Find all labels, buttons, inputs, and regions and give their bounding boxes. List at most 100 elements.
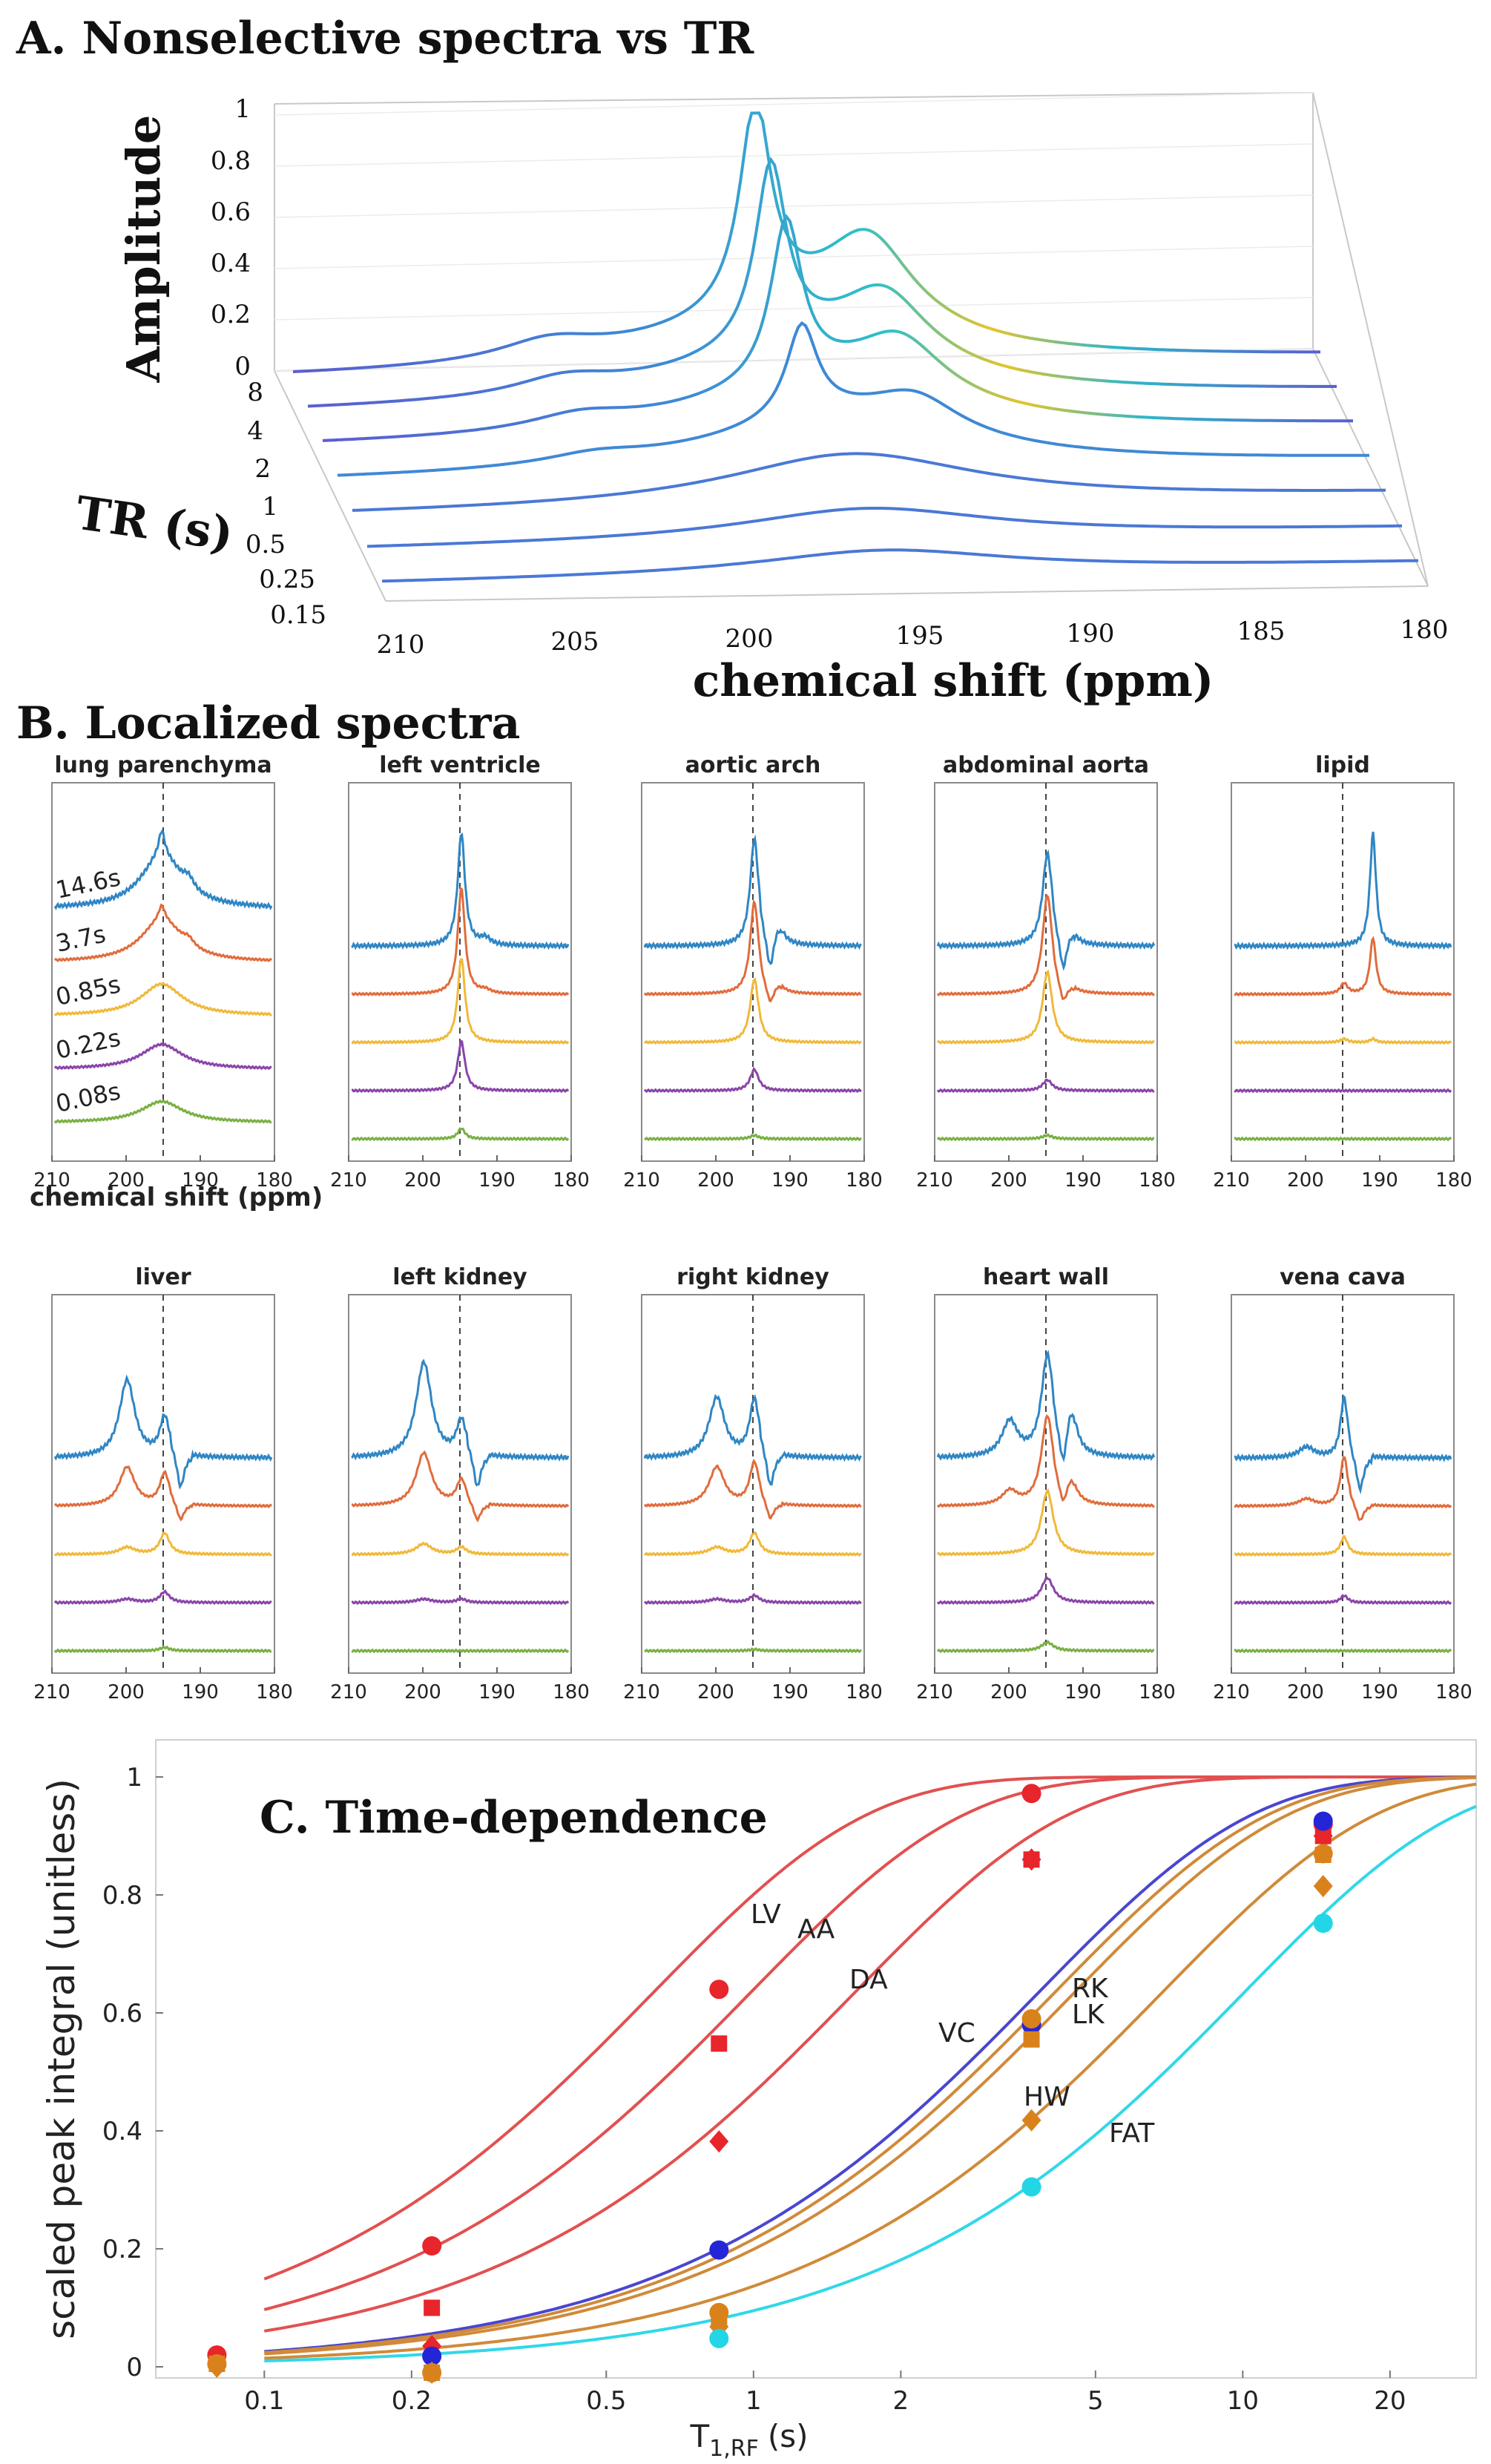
- gridline: [274, 194, 1314, 218]
- point-DA: [1021, 1848, 1041, 1871]
- subplot-left-kidney: left kidney 210 200 190 180: [330, 1264, 590, 1704]
- tick-label: 180: [1139, 1681, 1176, 1704]
- spectrum-3.7s: [643, 1459, 862, 1520]
- subplot-title: right kidney: [677, 1264, 829, 1290]
- x-tick-label: 10: [1227, 2386, 1259, 2416]
- tr-tick: 4: [247, 416, 263, 446]
- spectrum-14.6s: [643, 834, 862, 966]
- spectrum-3.7s: [351, 886, 570, 997]
- tick-label: 200: [990, 1681, 1027, 1704]
- tick-label: 210: [1213, 1681, 1250, 1704]
- panel-c-ticks: 0.1 0.2 0.5 1 2 5 10 20 0 0.2 0.4 0.6 0.8 1: [102, 1763, 1406, 2416]
- tick-label: 210: [330, 1169, 367, 1192]
- panel-c-axes-box: [155, 1739, 1477, 2379]
- subplot-title: liver: [135, 1264, 191, 1290]
- fit-curve-LK: [264, 1776, 1477, 2356]
- panel-a-3d-frame: [274, 92, 1429, 602]
- panel-a-shift-label: chemical shift (ppm): [693, 655, 1214, 707]
- subplot-aortic-arch: aortic arch 210 200 190 180: [623, 752, 883, 1192]
- spectrum-0.85s: [936, 1488, 1155, 1557]
- gridline: [274, 348, 1314, 372]
- tick-label: 210: [33, 1681, 70, 1704]
- spectrum-0.85s: [53, 1531, 272, 1557]
- point-LV: [709, 1980, 729, 2000]
- xlabel-main: T: [689, 2418, 709, 2454]
- tick-label: 190: [1361, 1169, 1398, 1192]
- spectrum-0.22s: [351, 1039, 570, 1094]
- point-FAT: [1313, 1913, 1333, 1934]
- tick-label: 200: [990, 1169, 1027, 1192]
- spectrum-0.85s: [643, 1531, 862, 1557]
- amp-tick: 0: [234, 352, 251, 381]
- spectrum-0.85s: [352, 958, 570, 1045]
- point-VC: [422, 2346, 442, 2366]
- tick-label: 200: [108, 1681, 145, 1704]
- spectrum-0.22s: [53, 1042, 272, 1071]
- amp-tick: 1: [234, 94, 251, 124]
- panel-a-amplitude-label: Amplitude: [116, 115, 171, 384]
- point-HW: [207, 2356, 227, 2378]
- tick-label: 200: [108, 1169, 145, 1192]
- point-FAT: [1021, 2177, 1041, 2197]
- ridge-spectrum-tr-1: [337, 321, 1370, 477]
- spectrum-0.22s: [351, 1597, 570, 1606]
- tick-label: 200: [404, 1681, 441, 1704]
- amp-tick: 0.4: [211, 249, 251, 278]
- tick-label: 190: [182, 1681, 219, 1704]
- amp-tick: 0.8: [211, 146, 251, 176]
- point-AA: [711, 2035, 728, 2052]
- spectrum-0.22s: [643, 1592, 862, 1606]
- tick-label: 180: [1139, 1169, 1176, 1192]
- spectrum-0.22s: [936, 1576, 1155, 1606]
- spectrum-0.85s: [643, 976, 862, 1045]
- spectrum-3.7s: [936, 893, 1155, 1000]
- panel-b-xlabel: chemical shift (ppm): [30, 1183, 323, 1212]
- subplot-title: abdominal aorta: [943, 752, 1149, 778]
- spectrum-0.22s: [936, 1078, 1155, 1094]
- tick-label: 180: [1435, 1681, 1472, 1704]
- spectrum-0.85s: [936, 969, 1155, 1045]
- fit-curve-HW: [264, 1782, 1477, 2360]
- xlabel-subscript: 1,RF: [709, 2436, 759, 2462]
- tr-tick: 0.15: [270, 600, 326, 630]
- spectrum-14.6s: [936, 1350, 1156, 1462]
- subplot-title: left kidney: [392, 1264, 527, 1290]
- spectrum-0.22s: [1234, 1594, 1452, 1606]
- tick-label: 180: [1435, 1169, 1472, 1192]
- ridge-spectrum-tr-0.25: [366, 507, 1402, 548]
- series-label-VC: VC: [938, 2018, 975, 2049]
- subplot-title: lung parenchyma: [54, 752, 271, 778]
- x-tick-label: 1: [746, 2386, 762, 2416]
- spectrum-0.08s: [643, 1133, 863, 1142]
- panel-c-xlabel: T1,RF (s): [689, 2418, 808, 2462]
- point-HW: [1021, 2109, 1041, 2132]
- shift-tick: 190: [1067, 619, 1115, 648]
- y-tick-label: 0.4: [102, 2117, 142, 2146]
- point-LK: [1023, 2031, 1040, 2048]
- tick-label: 200: [697, 1681, 734, 1704]
- tick-label: 210: [623, 1681, 660, 1704]
- panel-b-localized-spectra: B. Localized spectra chemical shift (ppm…: [16, 697, 1472, 1704]
- spectrum-14.6s: [351, 1359, 570, 1487]
- panel-a-nonselective-spectra: A. Nonselective spectra vs TR Amplitude …: [16, 13, 1448, 707]
- spectrum-0.08s: [53, 1099, 272, 1124]
- tick-label: 200: [404, 1169, 441, 1192]
- spectrum-0.08s: [53, 1645, 272, 1654]
- panel-a-amplitude-ticks: 1 0.8 0.6 0.4 0.2 0: [211, 94, 251, 381]
- x-tick-label: 0.5: [586, 2386, 626, 2416]
- gridline: [274, 297, 1314, 321]
- subplot-title: heart wall: [983, 1264, 1109, 1290]
- spectrum-0.85s: [1234, 1535, 1452, 1557]
- spectrum-3.7s: [351, 1450, 570, 1522]
- x-tick-label: 5: [1087, 2386, 1104, 2416]
- tick-label: 190: [771, 1169, 809, 1192]
- tick-label: 210: [1213, 1169, 1250, 1192]
- ridge-spectrum-tr-0.5: [352, 452, 1386, 512]
- tick-label: 190: [771, 1681, 809, 1704]
- tick-label: 180: [553, 1681, 590, 1704]
- spectrum-0.85s: [352, 1541, 570, 1557]
- subplot-vena-cava: vena cava 210 200 190 180: [1213, 1264, 1472, 1704]
- point-VC: [1313, 1811, 1333, 1831]
- subplot-abdominal-aorta: abdominal aorta 210 200 190 180: [916, 752, 1176, 1192]
